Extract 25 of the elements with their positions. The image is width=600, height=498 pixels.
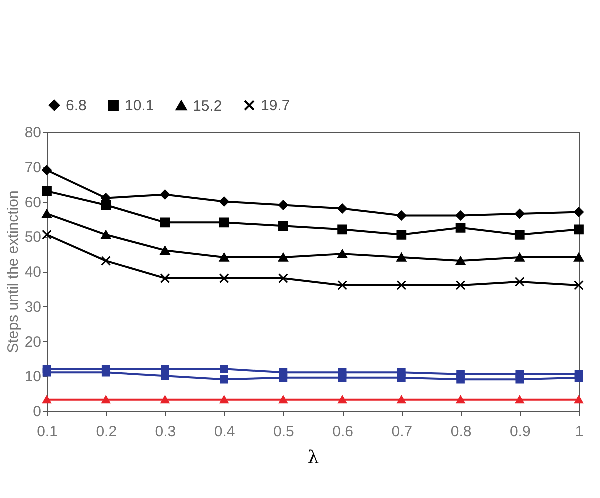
- y-tick-label: 20: [24, 334, 42, 351]
- y-tick-label: 70: [24, 159, 42, 176]
- x-tick-label: 0.1: [37, 424, 58, 440]
- x-tick-label: 0.4: [214, 424, 236, 440]
- y-tick-label: 0: [33, 404, 42, 420]
- x-axis-title: λ: [308, 448, 320, 468]
- x-tick-label: 0.7: [392, 424, 413, 440]
- y-tick-label: 60: [24, 194, 42, 212]
- x-tick-label: 0.6: [332, 424, 354, 440]
- y-tick-label: 50: [24, 229, 42, 246]
- x-tick-label: 1: [575, 424, 584, 440]
- x-tick-label: 0.8: [450, 424, 472, 440]
- y-tick-label: 80: [24, 124, 42, 142]
- y-tick-label: 10: [24, 368, 42, 386]
- legend-label: 10.1: [125, 98, 154, 115]
- x-tick-label: 0.2: [96, 424, 118, 440]
- y-axis-title: Steps until the extinction: [4, 190, 22, 354]
- y-tick-label: 30: [24, 298, 42, 316]
- x-tick-label: 0.5: [274, 424, 294, 440]
- y-tick-label: 40: [24, 264, 42, 281]
- x-tick-label: 0.3: [155, 424, 176, 440]
- x-tick-label: 0.9: [510, 424, 531, 440]
- legend-label: 6.8: [66, 98, 87, 115]
- legend-label: 15.2: [193, 98, 222, 115]
- legend-label: 19.7: [261, 98, 290, 115]
